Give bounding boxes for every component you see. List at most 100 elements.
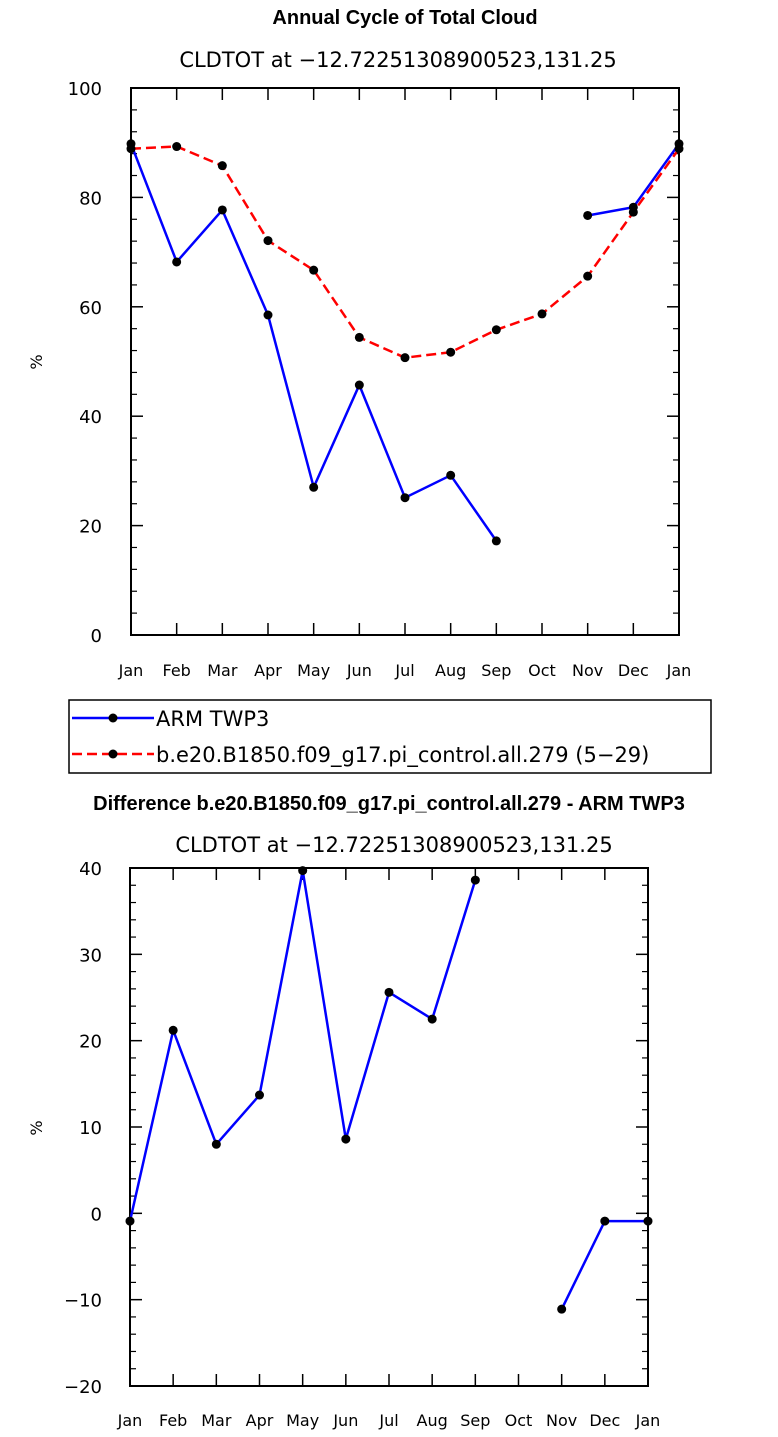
x-tick-label: Jul [394,661,414,680]
x-tick-label: Oct [528,661,556,680]
y-tick-label: 40 [79,407,102,428]
series-line [129,143,498,542]
series-line [128,870,477,1222]
data-point [384,987,394,997]
legend-box [68,699,712,774]
series-line [130,145,681,359]
y-tick-label: 40 [79,859,102,880]
data-point [400,353,410,363]
y-tick-label: 30 [79,945,102,966]
data-point [211,1139,221,1149]
data-point [341,1134,351,1144]
x-tick-label: Mar [201,1411,232,1430]
y-tick-label: −20 [64,1377,102,1398]
data-point [298,866,308,876]
difference-chart: Difference b.e20.B1850.f09_g17.pi_contro… [27,793,685,1430]
data-point [263,310,273,320]
y-tick-label: 0 [91,626,102,647]
x-tick-label: Jan [118,661,144,680]
data-point [172,142,182,152]
chart-subtitle: CLDTOT at −12.72251308900523,131.25 [179,48,616,72]
data-point [172,257,182,267]
y-tick-label: 80 [79,188,102,209]
data-point [126,144,136,154]
data-point [491,325,501,335]
legend-marker-arm [108,713,118,723]
y-tick-label: 0 [91,1204,102,1225]
x-tick-label: Jan [117,1411,143,1430]
x-tick-label: Dec [618,661,649,680]
data-point [427,1014,437,1024]
data-point [400,493,410,503]
legend: ARM TWP3 b.e20.B1850.f09_g17.pi_control.… [68,699,712,774]
data-point [446,470,456,480]
x-tick-label: Sep [460,1411,490,1430]
x-tick-label: May [286,1411,319,1430]
data-point [491,536,501,546]
x-tick-labels: Jan Feb Mar Apr May Jun Jul Aug Sep Oct Nov Dec Jan [117,1411,661,1430]
x-tick-label: Apr [246,1411,274,1430]
x-tick-label: Feb [163,661,191,680]
x-tick-labels: Jan Feb Mar Apr May Jun Jul Aug Sep Oct Nov Dec Jan [118,661,692,680]
y-tick-label: −10 [64,1291,102,1312]
x-tick-label: Aug [417,1411,448,1430]
data-point [643,1216,653,1226]
data-point [537,309,547,319]
x-tick-label: Mar [207,661,238,680]
y-tick-labels: −20 −10 0 10 20 30 40 [64,859,102,1398]
data-point [309,482,319,492]
x-tick-label: Dec [589,1411,620,1430]
data-point [168,1025,178,1035]
chart-title: Annual Cycle of Total Cloud [272,7,537,29]
x-tick-label: Jan [666,661,692,680]
x-tick-label: Feb [159,1411,187,1430]
data-point [217,205,227,215]
annual-cycle-chart: Annual Cycle of Total Cloud CLDTOT at −1… [27,7,691,680]
data-point [600,1216,610,1226]
chart-title: Difference b.e20.B1850.f09_g17.pi_contro… [93,793,685,815]
data-point [217,161,227,171]
x-tick-label: Jan [635,1411,661,1430]
x-tick-label: Apr [254,661,282,680]
legend-marker-model [108,749,118,759]
data-point [583,271,593,281]
plot-frame [129,867,649,1387]
x-tick-label: Nov [546,1411,577,1430]
x-tick-label: May [297,661,330,680]
y-tick-label: 60 [79,298,102,319]
x-tick-label: Oct [505,1411,533,1430]
x-tick-label: Sep [481,661,511,680]
series-layer [126,139,684,546]
data-point [446,347,456,357]
axis-ticks [129,867,649,1387]
data-point [354,380,364,390]
series-line [560,1219,648,1310]
x-tick-label: Jul [378,1411,398,1430]
series-layer [125,866,653,1314]
legend-label-model: b.e20.B1850.f09_g17.pi_control.all.279 (… [156,743,649,768]
chart-subtitle: CLDTOT at −12.72251308900523,131.25 [175,833,612,857]
axis-ticks [130,87,680,636]
y-axis-label: % [27,1120,46,1135]
x-tick-label: Nov [572,661,603,680]
y-tick-labels: 0 20 40 60 80 100 [68,79,102,647]
y-tick-label: 20 [79,1032,102,1053]
data-point [628,207,638,217]
y-axis-label: % [27,354,46,369]
data-point [557,1304,567,1314]
y-tick-label: 100 [68,79,102,100]
data-point [674,144,684,154]
x-tick-label: Jun [332,1411,358,1430]
y-tick-label: 10 [79,1118,102,1139]
data-point [309,265,319,275]
data-point [583,210,593,220]
data-point [470,875,480,885]
legend-label-arm: ARM TWP3 [156,707,269,731]
data-point [354,332,364,342]
x-tick-label: Aug [435,661,466,680]
data-point [263,236,273,246]
y-tick-label: 20 [79,517,102,538]
data-point [125,1216,135,1226]
x-tick-label: Jun [346,661,372,680]
